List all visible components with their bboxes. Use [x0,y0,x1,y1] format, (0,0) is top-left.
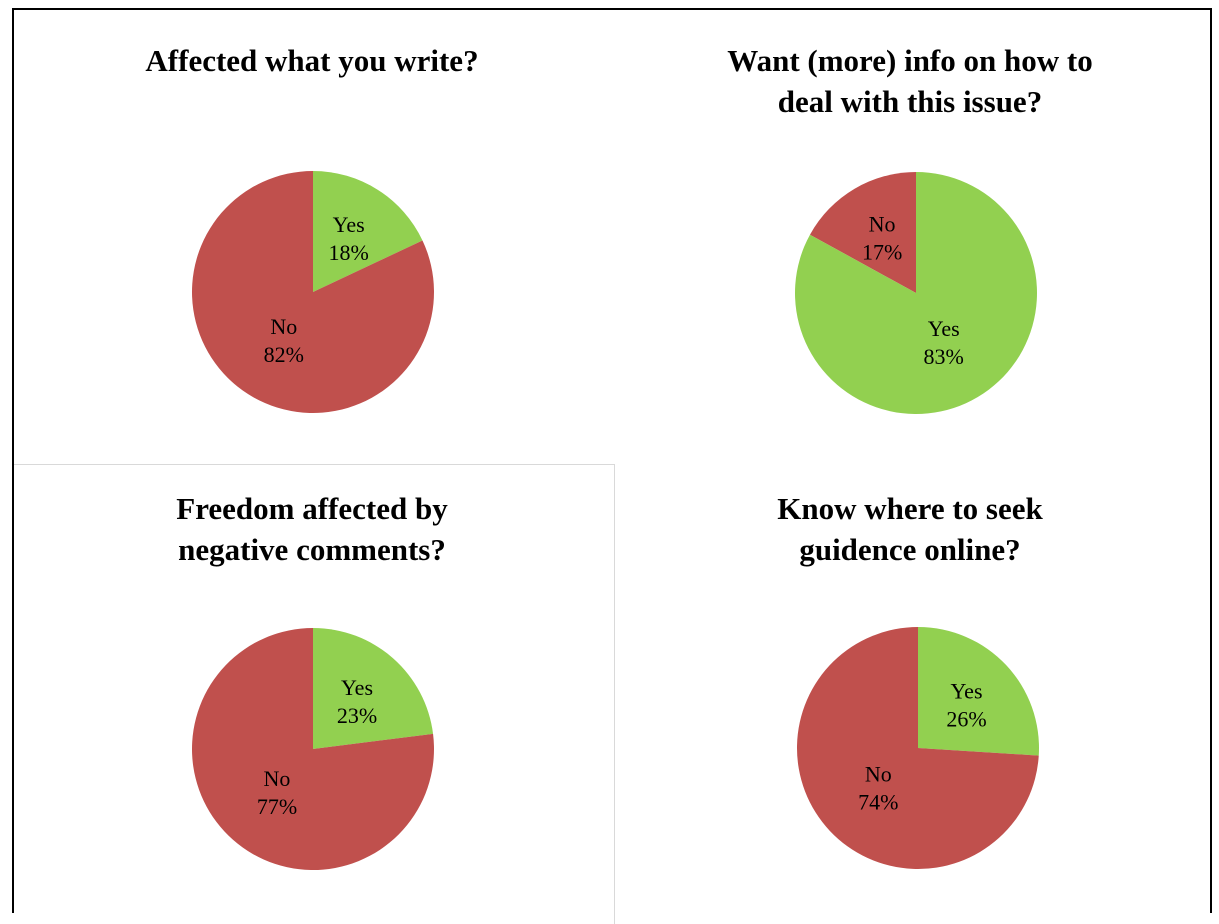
slice-label: No [869,212,896,237]
chart-panel-freedom-affected: Freedom affected by negative comments? Y… [14,465,610,913]
slice-percent-label: 17% [862,240,902,265]
frame-left-line [12,8,14,913]
chart-title: Affected what you write? [14,40,610,81]
slice-label: Yes [928,316,960,341]
chart-title-line: Affected what you write? [145,43,479,78]
chart-title-line: deal with this issue? [777,84,1043,119]
pie-slice-yes [313,628,434,749]
pie-slice-no [191,628,434,870]
slice-label: No [270,314,297,339]
chart-title: Freedom affected by negative comments? [14,488,610,570]
slice-label: No [865,761,892,786]
chart-title-line: negative comments? [178,532,446,567]
slice-percent-label: 77% [257,794,297,819]
slice-label: Yes [333,212,365,237]
chart-title: Know where to seek guidence online? [610,488,1210,570]
slice-percent-label: 83% [924,344,964,369]
slice-label: Yes [951,678,983,703]
pie-slice-yes [918,627,1039,756]
pie-slice-no [191,171,434,413]
slice-percent-label: 26% [946,706,986,731]
slice-percent-label: 23% [337,703,377,728]
chart-title-line: Want (more) info on how to [727,43,1093,78]
slice-percent-label: 82% [264,342,304,367]
pie-chart: Yes 18% No 82% [191,171,434,413]
pie-slice-no [809,172,916,293]
pie-slice-yes [795,172,1037,414]
pie-chart: No 17% Yes 83% [795,172,1037,414]
slice-percent-label: 18% [328,240,368,265]
chart-title: Want (more) info on how to deal with thi… [610,40,1210,122]
frame-top-line [12,8,1212,10]
chart-title-line: guidence online? [799,532,1021,567]
chart-panel-know-guidance: Know where to seek guidence online? Yes 2… [610,465,1210,913]
frame-right-line [1210,8,1212,913]
chart-panel-affected-writing: Affected what you write? Yes 18% No 82% [14,10,610,450]
slice-label: No [264,766,291,791]
chart-panel-border [14,464,615,924]
pie-slice-yes [313,171,423,292]
pie-chart: Yes 23% No 77% [191,628,434,870]
chart-title-line: Know where to seek [777,491,1043,526]
chart-title-line: Freedom affected by [176,491,448,526]
chart-panel-want-info: Want (more) info on how to deal with thi… [610,10,1210,450]
slice-percent-label: 74% [858,789,898,814]
pie-chart: Yes 26% No 74% [797,627,1039,869]
pie-slice-no [797,627,1039,869]
slice-label: Yes [341,675,373,700]
